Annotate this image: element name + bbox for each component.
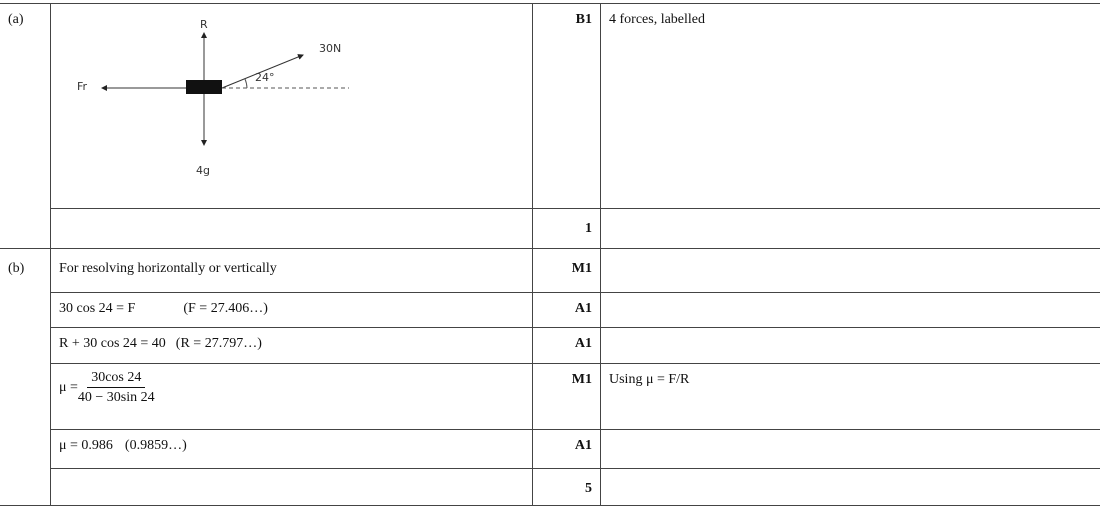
- row-a-total: 1: [0, 209, 1100, 249]
- numerator: 30cos 24: [87, 370, 145, 388]
- total-mark: 5: [533, 469, 601, 506]
- mark: B1: [533, 4, 601, 209]
- mark: A1: [533, 430, 601, 469]
- part-label: (a): [0, 4, 51, 249]
- row-a-diagram: (a) R 30N 24° Fr 4g B1 4 forces, labelle…: [0, 4, 1100, 209]
- row-b-0: (b) For resolving horizontally or vertic…: [0, 249, 1100, 293]
- label-angle: 24°: [255, 71, 275, 84]
- free-body-diagram: R 30N 24° Fr 4g: [51, 4, 533, 209]
- label-30N: 30N: [319, 42, 341, 55]
- row-b-4: μ = 0.986 (0.9859…) A1: [0, 430, 1100, 469]
- label-R: R: [200, 18, 208, 31]
- denominator: 40 − 30sin 24: [78, 388, 155, 406]
- label-Fr: Fr: [77, 80, 88, 93]
- working-aside: (F = 27.406…): [183, 301, 268, 316]
- working: R + 30 cos 24 = 40: [59, 336, 166, 351]
- mark: A1: [533, 328, 601, 364]
- row-b-1: 30 cos 24 = F (F = 27.406…) A1: [0, 293, 1100, 328]
- label-4g: 4g: [196, 164, 210, 177]
- mark-scheme-table: (a) R 30N 24° Fr 4g B1 4 forces, labelle…: [0, 3, 1100, 506]
- mark: A1: [533, 293, 601, 328]
- row-b-total: 5: [0, 469, 1100, 506]
- working: 30 cos 24 = F: [59, 301, 135, 316]
- note: Using μ = F/R: [601, 364, 1100, 430]
- working-aside: (0.9859…): [125, 438, 187, 453]
- total-mark: 1: [533, 209, 601, 249]
- working: For resolving horizontally or vertically: [51, 249, 533, 293]
- working-aside: (R = 27.797…): [176, 336, 262, 351]
- note: 4 forces, labelled: [601, 4, 1100, 209]
- working: μ = 0.986: [59, 438, 113, 453]
- row-b-2: R + 30 cos 24 = 40 (R = 27.797…) A1: [0, 328, 1100, 364]
- block: [186, 80, 222, 94]
- working-lhs: μ =: [59, 380, 78, 395]
- mark: M1: [533, 364, 601, 430]
- mark: M1: [533, 249, 601, 293]
- part-label: (b): [0, 249, 51, 506]
